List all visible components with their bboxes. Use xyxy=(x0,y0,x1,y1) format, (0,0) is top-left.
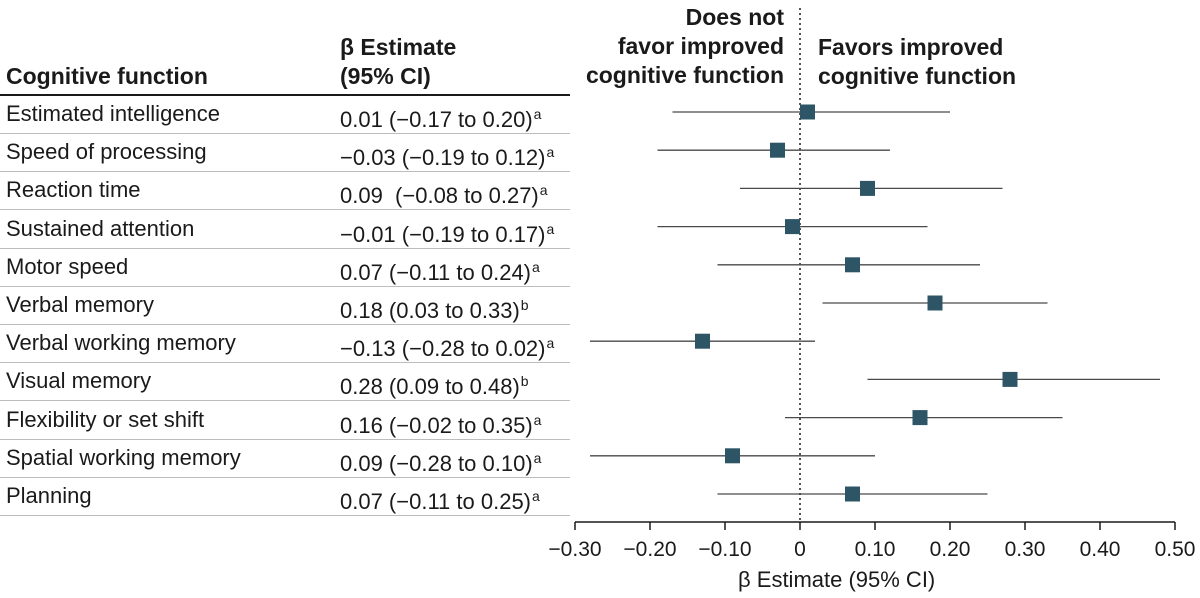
column-header-cognitive-function: Cognitive function xyxy=(6,63,208,89)
row-label: Reaction time xyxy=(6,177,141,203)
row-footnote-marker: a xyxy=(532,488,540,504)
x-tick-label: −0.30 xyxy=(548,538,601,561)
table-row: Sustained attention −0.01 (−0.19 to 0.17)… xyxy=(0,210,570,249)
row-estimate: 0.07 (−0.11 to 0.25)a xyxy=(340,481,540,517)
row-estimate: 0.01 (−0.17 to 0.20)a xyxy=(340,99,541,135)
point-estimate-marker xyxy=(725,448,740,464)
annotation-favors: Favors improved cognitive function xyxy=(818,33,1016,91)
row-footnote-marker: a xyxy=(546,335,555,352)
row-label: Motor speed xyxy=(6,253,129,279)
column-header-beta-estimate-line1: β Estimate xyxy=(340,34,457,60)
annotation-left-line2: favor improved xyxy=(617,33,784,59)
row-label: Verbal memory xyxy=(6,292,154,317)
row-estimate-text: 0.09 (−0.28 to 0.10) xyxy=(340,450,533,476)
point-estimate-marker xyxy=(770,142,785,158)
point-estimate-marker xyxy=(1002,371,1018,387)
point-estimate-marker xyxy=(845,257,860,273)
row-label: Speed of processing xyxy=(6,139,207,165)
annotation-right-line1: Favors improved xyxy=(818,34,1004,60)
annotation-left-line3: cognitive function xyxy=(585,62,784,88)
x-tick-label: 0.30 xyxy=(1005,538,1046,561)
row-estimate: 0.16 (−0.02 to 0.35)a xyxy=(340,405,541,441)
row-footnote-marker: a xyxy=(539,182,548,199)
table-row: Spatial working memory 0.09 (−0.28 to 0.1… xyxy=(0,439,570,478)
annotation-right-line2: cognitive function xyxy=(818,63,1017,89)
row-footnote-marker: a xyxy=(546,220,555,237)
point-estimate-marker xyxy=(845,486,860,502)
x-tick-label: −0.20 xyxy=(623,538,676,561)
row-estimate: 0.18 (0.03 to 0.33)b xyxy=(340,290,529,326)
row-label: Visual memory xyxy=(6,368,152,394)
row-label: Verbal working memory xyxy=(6,330,236,356)
row-label: Estimated intelligence xyxy=(6,101,221,126)
point-estimate-marker xyxy=(785,219,800,235)
row-label: Planning xyxy=(6,483,92,508)
column-header-beta-estimate-line2: (95% CI) xyxy=(340,63,431,89)
table-row: Flexibility or set shift 0.16 (−0.02 to 0… xyxy=(0,401,570,440)
x-axis-label: β Estimate (95% CI) xyxy=(738,567,936,592)
point-estimate-marker xyxy=(800,104,815,120)
row-footnote-marker: a xyxy=(533,449,542,466)
annotation-does-not-favor: Does not favor improved cognitive functi… xyxy=(554,3,784,90)
row-estimate-text: −0.03 (−0.19 to 0.12) xyxy=(340,145,546,171)
table-header-rule xyxy=(0,94,570,96)
table-row: Verbal memory 0.18 (0.03 to 0.33)b xyxy=(0,286,570,325)
row-estimate: −0.01 (−0.19 to 0.17)a xyxy=(340,214,554,250)
row-footnote-marker: a xyxy=(533,106,542,122)
x-tick-label: −0.10 xyxy=(698,538,751,561)
point-estimate-marker xyxy=(860,180,875,196)
row-estimate: 0.09 (−0.08 to 0.27)a xyxy=(340,175,548,211)
x-tick-label: 0.10 xyxy=(855,538,896,561)
row-estimate: −0.13 (−0.28 to 0.02)a xyxy=(340,328,554,364)
x-tick-label: 0.50 xyxy=(1155,538,1196,561)
column-header-beta-estimate: β Estimate (95% CI) xyxy=(340,33,456,91)
row-footnote-marker: b xyxy=(520,373,529,390)
row-estimate: 0.07 (−0.11 to 0.24)a xyxy=(340,252,540,288)
table-row: Verbal working memory −0.13 (−0.28 to 0.0… xyxy=(0,324,570,364)
x-tick-label: 0.20 xyxy=(930,538,971,561)
row-footnote-marker: a xyxy=(532,258,540,275)
row-estimate: 0.09 (−0.28 to 0.10)a xyxy=(340,443,541,479)
row-estimate-text: −0.13 (−0.28 to 0.02) xyxy=(340,336,546,362)
table-row: Reaction time 0.09 (−0.08 to 0.27)a xyxy=(0,171,570,211)
row-estimate-text: 0.07 (−0.11 to 0.25) xyxy=(340,489,532,514)
x-tick-label: 0.40 xyxy=(1080,538,1121,561)
point-estimate-marker xyxy=(927,295,943,311)
table-row: Planning 0.07 (−0.11 to 0.25)a xyxy=(0,477,570,516)
row-footnote-marker: b xyxy=(520,297,529,313)
row-estimate-text: 0.18 (0.03 to 0.33) xyxy=(340,298,520,323)
row-estimate-text: −0.01 (−0.19 to 0.17) xyxy=(340,221,546,247)
row-label: Flexibility or set shift xyxy=(6,406,205,432)
table-row: Estimated intelligence 0.01 (−0.17 to 0.2… xyxy=(0,95,570,134)
row-estimate-text: 0.01 (−0.17 to 0.20) xyxy=(340,107,533,132)
row-estimate-text: 0.16 (−0.02 to 0.35) xyxy=(340,412,533,438)
point-estimate-marker xyxy=(695,333,710,349)
table-row: Visual memory 0.28 (0.09 to 0.48)b xyxy=(0,362,570,402)
point-estimate-marker xyxy=(912,410,928,426)
table-row: Speed of processing −0.03 (−0.19 to 0.12)… xyxy=(0,133,570,173)
row-estimate-text: 0.28 (0.09 to 0.48) xyxy=(340,374,520,400)
x-tick-label: 0 xyxy=(794,538,806,561)
row-footnote-marker: a xyxy=(546,144,555,161)
row-estimate-text: 0.09 (−0.08 to 0.27) xyxy=(340,183,539,209)
row-label: Spatial working memory xyxy=(6,444,241,470)
row-footnote-marker: a xyxy=(533,411,542,428)
table-row: Motor speed 0.07 (−0.11 to 0.24)a xyxy=(0,248,570,287)
annotation-left-line1: Does not xyxy=(685,4,784,30)
row-estimate: −0.03 (−0.19 to 0.12)a xyxy=(340,137,554,173)
row-estimate-text: 0.07 (−0.11 to 0.24) xyxy=(340,259,532,285)
row-estimate: 0.28 (0.09 to 0.48)b xyxy=(340,366,529,402)
row-label: Sustained attention xyxy=(6,215,195,241)
